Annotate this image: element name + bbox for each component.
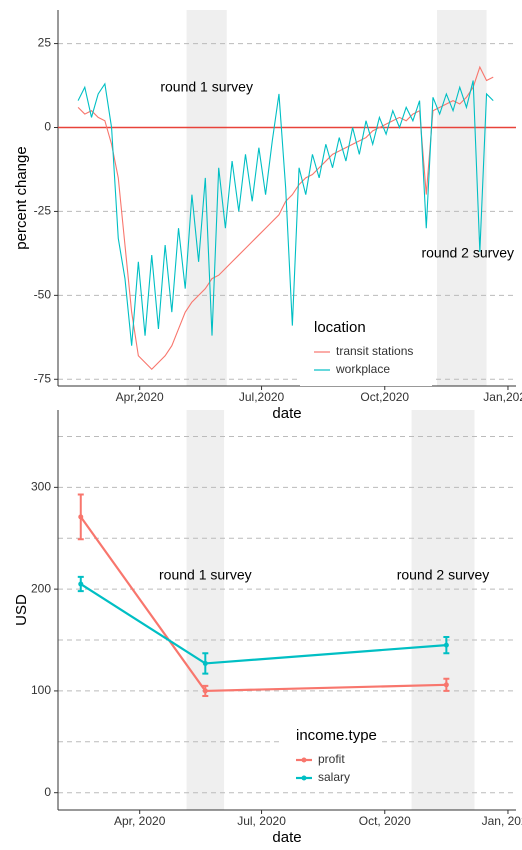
survey-band xyxy=(186,410,225,810)
legend-box xyxy=(282,722,382,784)
legend-title: location xyxy=(314,319,366,336)
y-tick-label: -75 xyxy=(34,371,52,385)
point xyxy=(443,642,449,648)
y-tick-label: 0 xyxy=(44,785,51,799)
survey-band xyxy=(436,10,487,386)
survey-band xyxy=(411,410,475,810)
y-tick-label: 200 xyxy=(31,581,51,595)
legend-label: transit stations xyxy=(336,344,413,358)
legend-label: salary xyxy=(318,770,350,784)
legend-label: profit xyxy=(318,752,345,766)
survey-label: round 1 survey xyxy=(159,567,252,583)
series-line xyxy=(79,516,447,693)
series-line xyxy=(77,80,494,346)
y-tick-label: -25 xyxy=(34,204,52,218)
legend-key-point xyxy=(301,757,307,763)
x-tick-label: Oct,2020 xyxy=(360,390,409,404)
x-tick-label: Apr, 2020 xyxy=(114,814,166,828)
point xyxy=(202,660,208,666)
y-axis-title: percent change xyxy=(13,146,30,249)
x-tick-label: Apr,2020 xyxy=(116,390,164,404)
point xyxy=(78,581,84,587)
legend-box xyxy=(300,314,432,386)
x-tick-label: Jan, 2021 xyxy=(482,814,522,828)
survey-label: round 2 survey xyxy=(421,245,514,261)
x-tick-label: Oct, 2020 xyxy=(359,814,411,828)
y-tick-label: 300 xyxy=(31,480,51,494)
y-tick-label: -50 xyxy=(34,288,52,302)
survey-label: round 1 survey xyxy=(160,79,253,95)
y-tick-label: 25 xyxy=(38,36,52,50)
x-axis-title: date xyxy=(272,829,301,845)
point xyxy=(78,514,84,520)
point xyxy=(202,688,208,694)
legend-title: income.type xyxy=(296,727,377,744)
series-line xyxy=(77,65,494,370)
x-tick-label: Jan,2021 xyxy=(483,390,522,404)
legend-label: workplace xyxy=(335,362,390,376)
y-tick-label: 100 xyxy=(31,683,51,697)
survey-label: round 2 survey xyxy=(397,567,490,583)
x-axis-title: date xyxy=(272,405,301,422)
series-line xyxy=(80,583,447,665)
x-tick-label: Jul, 2020 xyxy=(237,814,286,828)
y-axis-title: USD xyxy=(13,594,30,626)
x-tick-label: Jul,2020 xyxy=(239,390,285,404)
point xyxy=(443,682,449,688)
legend-key-point xyxy=(301,775,307,781)
y-tick-label: 0 xyxy=(44,120,51,134)
